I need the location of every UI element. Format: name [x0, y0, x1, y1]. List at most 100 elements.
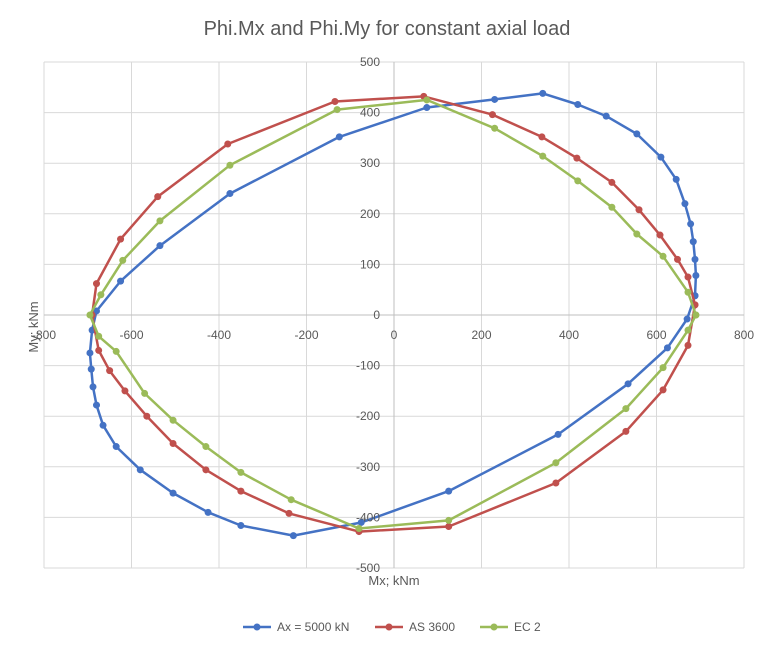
- x-tick-label: -600: [119, 328, 143, 342]
- legend-label: EC 2: [514, 620, 541, 634]
- data-point: [657, 153, 665, 161]
- data-point: [445, 516, 453, 524]
- y-axis-title: My; kNm: [26, 301, 41, 352]
- data-point: [574, 177, 582, 185]
- x-tick-label: 600: [646, 328, 666, 342]
- y-tick-label: 400: [360, 106, 380, 120]
- y-tick-label: -400: [356, 510, 380, 524]
- data-point: [488, 111, 496, 119]
- data-point: [93, 401, 100, 409]
- data-point: [289, 532, 297, 540]
- data-point: [86, 311, 94, 319]
- data-point: [684, 288, 692, 296]
- data-point: [602, 112, 610, 120]
- data-point: [156, 217, 164, 225]
- data-point: [95, 332, 103, 340]
- data-point: [224, 140, 232, 148]
- x-tick-label: -800: [32, 328, 56, 342]
- data-point: [355, 525, 363, 533]
- data-point: [226, 161, 234, 169]
- x-tick-label: 200: [471, 328, 491, 342]
- data-point: [154, 193, 162, 201]
- y-tick-label: -200: [356, 409, 380, 423]
- data-point: [226, 190, 234, 198]
- data-point: [93, 280, 100, 288]
- data-point: [335, 133, 343, 141]
- y-tick-label: -500: [356, 561, 380, 575]
- legend-item: Ax = 5000 kN: [243, 620, 349, 634]
- data-point: [112, 347, 120, 355]
- x-tick-label: -200: [294, 328, 318, 342]
- legend: Ax = 5000 kN AS 3600 EC 2: [243, 620, 541, 634]
- data-point: [608, 203, 616, 211]
- data-point: [633, 130, 641, 138]
- data-point: [624, 380, 632, 388]
- series-ec-2: [86, 96, 700, 533]
- legend-label: AS 3600: [409, 620, 455, 634]
- data-point: [684, 341, 692, 349]
- data-point: [169, 489, 177, 497]
- data-point: [663, 344, 671, 352]
- data-point: [672, 175, 680, 183]
- legend-swatch-marker: [253, 623, 261, 631]
- legend-swatch-marker: [490, 623, 498, 631]
- data-point: [136, 466, 144, 474]
- data-point: [491, 124, 499, 132]
- data-point: [237, 468, 245, 476]
- data-point: [357, 518, 365, 526]
- data-point: [687, 220, 695, 228]
- data-point: [333, 106, 341, 114]
- legend-swatch-marker: [385, 623, 393, 631]
- data-point: [169, 440, 177, 448]
- data-point: [423, 104, 431, 112]
- x-tick-label: 400: [559, 328, 579, 342]
- data-point: [89, 383, 97, 391]
- data-point: [202, 466, 210, 474]
- data-point: [692, 311, 700, 319]
- data-point: [99, 421, 107, 429]
- legend-item: EC 2: [480, 620, 541, 634]
- y-tick-label: 100: [360, 257, 380, 271]
- data-point: [622, 427, 630, 435]
- data-point: [445, 487, 453, 495]
- y-tick-label: -300: [356, 460, 380, 474]
- data-point: [554, 430, 562, 438]
- data-point: [491, 95, 499, 103]
- data-point: [95, 346, 103, 354]
- chart-title: Phi.Mx and Phi.My for constant axial loa…: [204, 18, 571, 40]
- data-point: [237, 487, 245, 495]
- data-point: [86, 349, 94, 357]
- data-point: [117, 277, 125, 285]
- y-tick-label: -100: [356, 359, 380, 373]
- data-point: [119, 256, 127, 264]
- data-point: [622, 405, 630, 413]
- data-point: [684, 273, 692, 281]
- data-point: [285, 509, 293, 517]
- data-point: [683, 315, 691, 323]
- data-point: [445, 523, 453, 531]
- y-tick-label: 300: [360, 156, 380, 170]
- data-point: [331, 97, 339, 105]
- data-point: [691, 255, 699, 263]
- data-point: [87, 365, 95, 373]
- data-point: [689, 238, 697, 246]
- data-point: [121, 387, 129, 395]
- data-point: [237, 521, 245, 529]
- x-tick-label: 800: [734, 328, 754, 342]
- data-point: [202, 443, 210, 451]
- data-point: [156, 242, 164, 250]
- data-point: [684, 326, 692, 334]
- data-point: [573, 154, 581, 162]
- data-point: [539, 152, 547, 160]
- data-point: [552, 459, 560, 467]
- tick-labels: -800 -600 -400 -200 0 200 400 600 800 -500 -400 -30…: [32, 55, 754, 575]
- data-point: [659, 386, 667, 394]
- data-point: [681, 200, 689, 208]
- data-point: [538, 133, 546, 141]
- data-point: [574, 101, 582, 109]
- data-point: [608, 178, 616, 186]
- legend-item: AS 3600: [375, 620, 455, 634]
